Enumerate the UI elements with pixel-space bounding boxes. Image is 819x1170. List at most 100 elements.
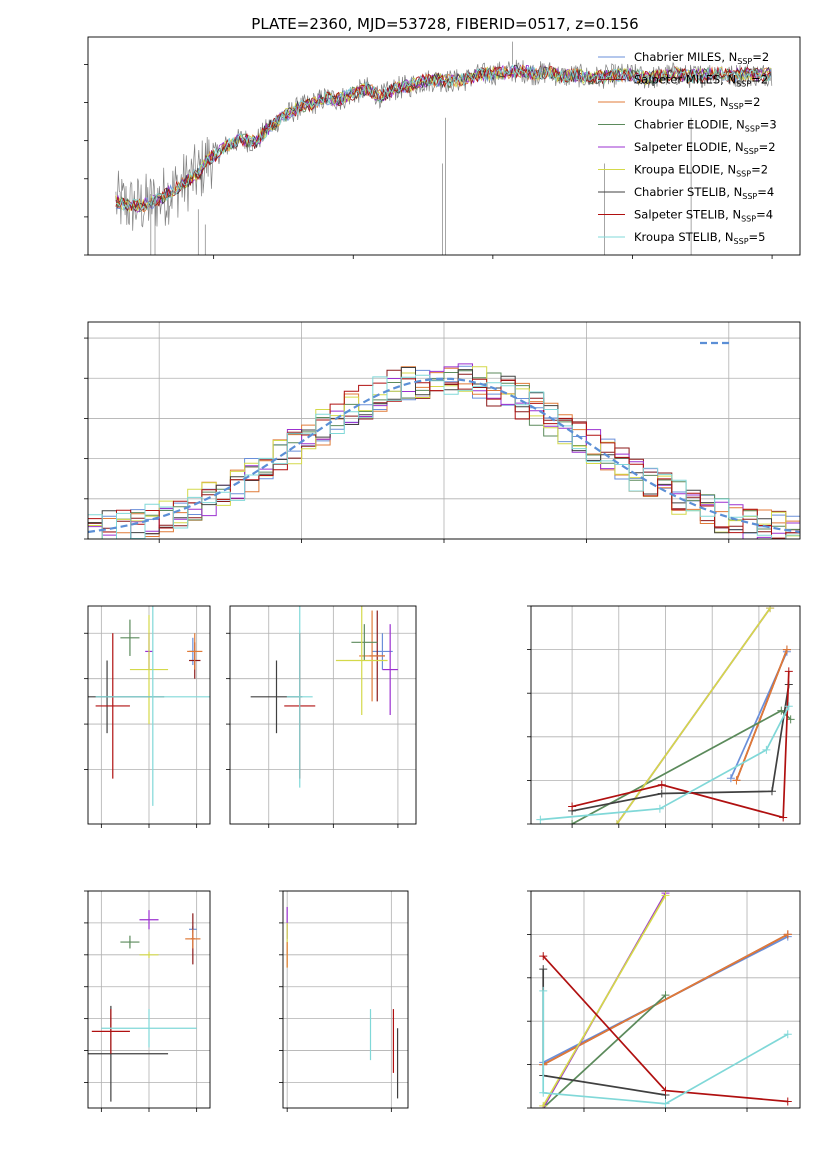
- legend-text: Kroupa ELODIE, N: [634, 163, 736, 177]
- legend-text: Kroupa MILES, N: [634, 95, 729, 109]
- legend-subscript: SSP: [729, 102, 744, 111]
- weight-marker-7: [783, 1097, 792, 1106]
- weight-marker-7: [779, 813, 788, 822]
- plot-area: [250, 606, 398, 788]
- legend-label-6: Chabrier STELIB, NSSP=4: [634, 185, 774, 201]
- normal-reference-curve: [88, 377, 800, 534]
- legend-subscript: SSP: [734, 237, 749, 246]
- histogram-step-4: [88, 363, 800, 539]
- weight-marker-8: [784, 702, 793, 711]
- legend-count: =2: [752, 50, 769, 64]
- legend-text: Chabrier MILES, N: [634, 50, 737, 64]
- legend-count: =3: [760, 118, 777, 132]
- axes-frame: [87, 36, 801, 256]
- weight-marker-8: [783, 1030, 792, 1039]
- weight-marker-6: [767, 787, 776, 796]
- weight-marker-2: [783, 930, 792, 939]
- legend-label-8: Kroupa STELIB, NSSP=5: [634, 230, 765, 246]
- legend-count: =2: [751, 163, 768, 177]
- weight-marker-6: [657, 789, 666, 798]
- panel-residuals: [84, 321, 801, 543]
- legend-text: Salpeter ELODIE, N: [634, 140, 744, 154]
- weight-marker-8: [536, 815, 545, 824]
- model-spectrum-line-5: [115, 65, 772, 213]
- weight-line-3: [542, 994, 667, 1108]
- panel-massweight-vs-Z: [527, 890, 801, 1112]
- axes-frame: [87, 890, 211, 1109]
- plot-area: [286, 906, 399, 1099]
- weight-marker-8: [762, 745, 771, 754]
- histogram-step-3: [88, 370, 800, 539]
- legend-subscript: SSP: [744, 147, 759, 156]
- weight-line-5: [616, 607, 771, 824]
- weight-marker-5: [766, 606, 775, 613]
- weight-marker-5: [661, 891, 670, 900]
- legend-label-7: Salpeter STELIB, NSSP=4: [634, 208, 773, 224]
- legend-label-1: Salpeter MILES, NSSP=2: [634, 73, 768, 89]
- axes-frame: [530, 890, 801, 1109]
- weight-line-6: [571, 684, 790, 812]
- plot-area: [539, 891, 792, 1108]
- weight-marker-7: [568, 802, 577, 811]
- legend-text: Chabrier ELODIE, N: [634, 118, 745, 132]
- weight-marker-8: [539, 986, 548, 995]
- weight-marker-5: [612, 820, 621, 824]
- weight-marker-7: [539, 952, 548, 961]
- legend-label-2: Kroupa MILES, NSSP=2: [634, 95, 760, 111]
- legend-subscript: SSP: [741, 215, 756, 224]
- weight-marker-8: [655, 804, 664, 813]
- legend-count: =4: [757, 185, 774, 199]
- legend-count: =4: [756, 208, 773, 222]
- weight-marker-3: [568, 820, 577, 824]
- histogram-step-8: [88, 374, 800, 539]
- legend-subscript: SSP: [745, 125, 760, 134]
- legend-label-3: Chabrier ELODIE, NSSP=3: [634, 118, 777, 134]
- axes-frame: [87, 321, 801, 540]
- legend-label-5: Kroupa ELODIE, NSSP=2: [634, 163, 768, 179]
- weight-marker-3: [661, 991, 670, 1000]
- legend-count: =2: [759, 140, 776, 154]
- legend-subscript: SSP: [742, 192, 757, 201]
- weight-line-8: [540, 705, 790, 821]
- panel-massweight-vs-age: [527, 605, 801, 828]
- weight-line-3: [571, 709, 792, 824]
- weight-marker-3: [786, 715, 795, 724]
- legend-subscript: SSP: [736, 170, 751, 179]
- panel-mass-vs-EBV: [279, 890, 409, 1112]
- legend-subscript: SSP: [737, 57, 752, 66]
- axes-frame: [229, 605, 417, 825]
- panel-mass-vs-Z: [84, 890, 211, 1112]
- weight-line-8: [542, 990, 789, 1105]
- legend-count: =2: [751, 73, 768, 87]
- weight-line-5: [542, 894, 667, 1107]
- weight-line-2: [542, 933, 789, 1066]
- weight-marker-2: [732, 776, 741, 785]
- weight-marker-7: [657, 780, 666, 789]
- weight-marker-7: [784, 667, 793, 676]
- weight-marker-0: [726, 774, 735, 783]
- legend-label-0: Chabrier MILES, NSSP=2: [634, 50, 769, 66]
- legend-text: Chabrier STELIB, N: [634, 185, 742, 199]
- weight-marker-8: [539, 1088, 548, 1097]
- plot-area: [115, 41, 773, 255]
- weight-marker-2: [782, 645, 791, 654]
- axes-frame: [87, 605, 211, 825]
- weight-marker-7: [661, 1086, 670, 1095]
- legend-count: =5: [749, 230, 766, 244]
- panel-age-vs-mass: [226, 605, 417, 828]
- weight-marker-6: [539, 965, 548, 974]
- model-spectrum-line-6: [115, 64, 772, 212]
- plot-area: [88, 910, 201, 1102]
- panel-age-vs-Z: [84, 605, 211, 828]
- legend-count: =2: [744, 95, 761, 109]
- weight-marker-8: [661, 1099, 670, 1108]
- model-spectrum-line-8: [115, 64, 772, 212]
- weight-line-2: [735, 649, 788, 781]
- weight-line-7: [571, 671, 790, 819]
- legend-label-4: Salpeter ELODIE, NSSP=2: [634, 140, 776, 156]
- legend-subscript: SSP: [736, 80, 751, 89]
- plot-area: [536, 606, 795, 824]
